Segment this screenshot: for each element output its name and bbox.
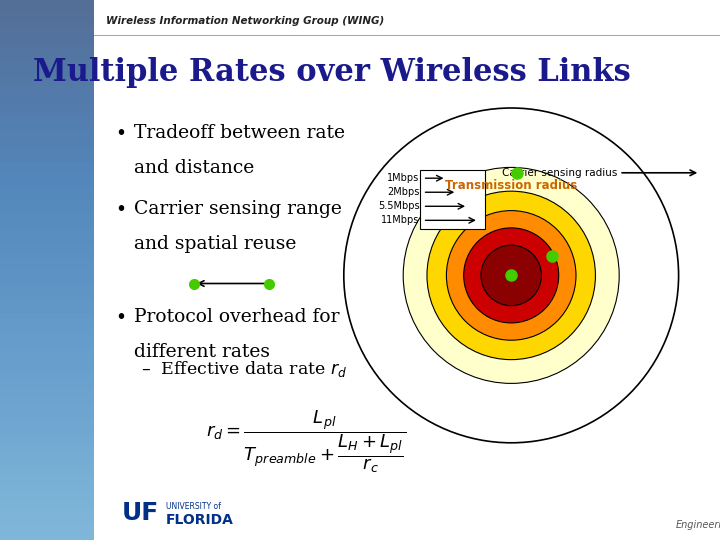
FancyBboxPatch shape: [420, 170, 485, 229]
Text: Transmission radius: Transmission radius: [445, 179, 577, 192]
Text: 11Mbps: 11Mbps: [381, 215, 419, 225]
Text: •: •: [115, 200, 127, 219]
Circle shape: [464, 228, 559, 323]
Text: and spatial reuse: and spatial reuse: [135, 235, 297, 253]
Text: UF: UF: [122, 501, 159, 525]
Text: Multiple Rates over Wireless Links: Multiple Rates over Wireless Links: [32, 57, 631, 87]
Text: •: •: [115, 124, 127, 143]
Text: Wireless Information Networking Group (WING): Wireless Information Networking Group (W…: [106, 16, 384, 26]
Text: FLORIDA: FLORIDA: [166, 512, 233, 526]
Circle shape: [481, 245, 541, 306]
Text: Engineering: Engineering: [676, 521, 720, 530]
Text: –  Effective data rate $r_d$: – Effective data rate $r_d$: [140, 359, 347, 379]
Circle shape: [403, 167, 619, 383]
Text: •: •: [115, 308, 127, 327]
Text: different rates: different rates: [135, 343, 270, 361]
Text: Carrier sensing range: Carrier sensing range: [135, 200, 342, 218]
Text: and distance: and distance: [135, 159, 255, 177]
Circle shape: [427, 191, 595, 360]
Text: UNIVERSITY of: UNIVERSITY of: [166, 502, 220, 511]
Text: 5.5Mbps: 5.5Mbps: [378, 201, 419, 211]
Text: $r_d = \dfrac{L_{pl}}{T_{preamble} + \dfrac{L_H + L_{pl}}{r_c}}$: $r_d = \dfrac{L_{pl}}{T_{preamble} + \df…: [207, 408, 407, 475]
Text: Protocol overhead for: Protocol overhead for: [135, 308, 340, 326]
Circle shape: [446, 211, 576, 340]
Text: 2Mbps: 2Mbps: [387, 187, 419, 197]
Text: Tradeoff between rate: Tradeoff between rate: [135, 124, 346, 142]
Text: Carrier sensing radius: Carrier sensing radius: [502, 168, 617, 178]
Text: 1Mbps: 1Mbps: [387, 173, 419, 183]
